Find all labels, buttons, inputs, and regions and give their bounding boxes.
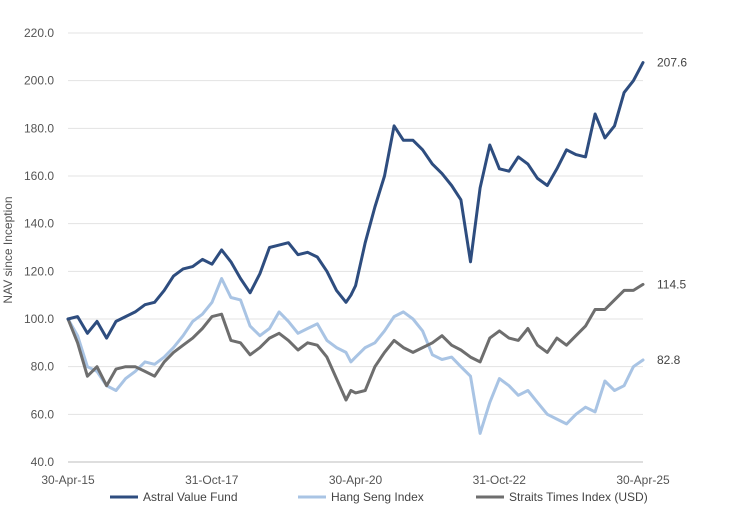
end-value-label: 82.8 [657,353,681,367]
grid-lines [68,32,643,463]
y-tick-label: 180.0 [24,121,54,135]
y-tick-label: 40.0 [31,455,55,469]
series-line-0 [66,61,645,340]
y-tick-label: 80.0 [31,360,55,374]
x-tick-label: 31-Oct-22 [473,473,527,487]
x-tick-label: 31-Oct-17 [185,473,239,487]
series-line-2 [66,282,645,402]
y-tick-label: 60.0 [31,407,55,421]
y-tick-label: 100.0 [24,312,54,326]
y-axis-ticks: 40.0 60.0 80.0 100.0 120.0 140.0 160.0 180.0 200… [24,26,54,469]
x-tick-label: 30-Apr-25 [616,473,670,487]
x-tick-label: 30-Apr-15 [41,473,95,487]
end-value-label: 114.5 [657,277,686,291]
series-lines [66,61,645,435]
legend-label: Astral Value Fund [143,490,238,504]
y-axis-title: NAV since Inception [1,196,15,303]
series-line-1 [66,277,645,435]
legend-label: Straits Times Index (USD) [509,490,648,504]
y-tick-label: 200.0 [24,74,54,88]
x-axis-ticks: 30-Apr-15 31-Oct-17 30-Apr-20 31-Oct-22 30-A… [41,473,670,487]
y-tick-label: 140.0 [24,217,54,231]
y-tick-label: 220.0 [24,26,54,40]
y-tick-label: 160.0 [24,169,54,183]
legend-label: Hang Seng Index [331,490,424,504]
y-tick-label: 120.0 [24,264,54,278]
x-tick-label: 30-Apr-20 [329,473,383,487]
end-value-label: 207.6 [657,56,687,70]
end-labels: 207.6 82.8 114.5 [657,56,687,367]
legend: Astral Value Fund Hang Seng Index Straits … [110,490,648,504]
